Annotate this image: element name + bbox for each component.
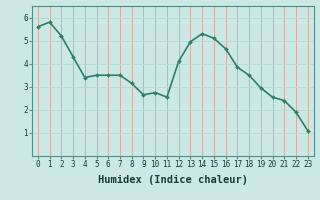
X-axis label: Humidex (Indice chaleur): Humidex (Indice chaleur) bbox=[98, 175, 248, 185]
